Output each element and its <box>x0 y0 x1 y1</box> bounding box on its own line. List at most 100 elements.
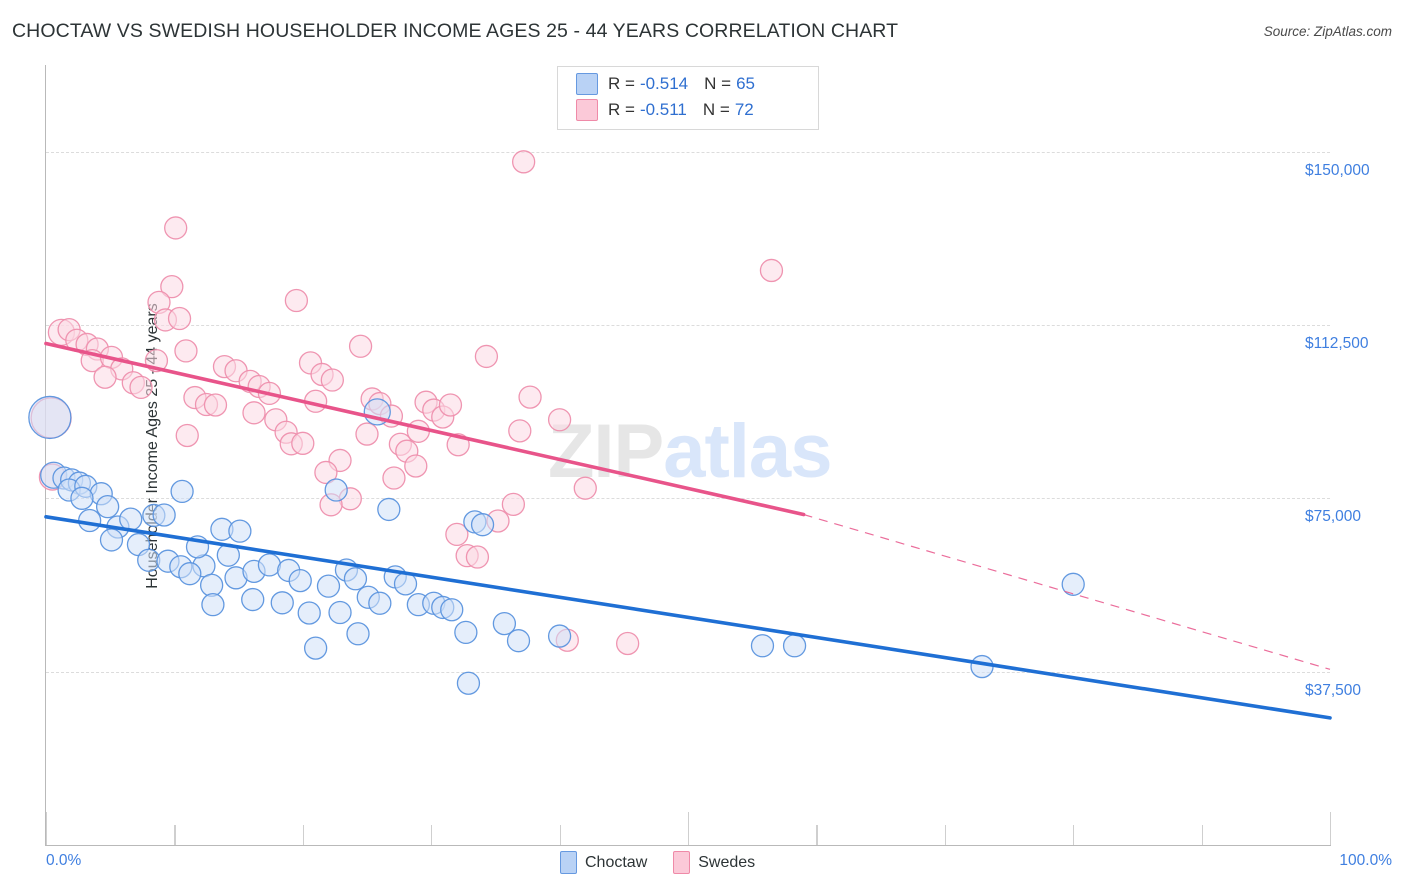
data-point <box>185 535 210 559</box>
data-point <box>303 389 328 413</box>
data-point <box>518 385 542 409</box>
data-point <box>80 348 104 373</box>
series-legend-item-choctaw[interactable]: Choctaw <box>560 851 647 874</box>
data-point <box>284 288 309 313</box>
y-axis-line <box>45 65 47 846</box>
data-point <box>431 405 455 429</box>
data-point <box>89 482 113 506</box>
data-point <box>242 559 266 584</box>
gridline <box>46 498 1330 500</box>
data-point <box>454 620 478 645</box>
data-point <box>238 369 262 394</box>
swedes-r-value: -0.511 <box>639 100 687 119</box>
y-tick-label: $37,500 <box>1305 681 1362 699</box>
data-point <box>247 374 271 399</box>
data-point <box>242 401 266 425</box>
data-point <box>52 466 76 490</box>
choctaw-swatch-icon <box>576 73 598 95</box>
data-point <box>446 433 470 457</box>
page-title: CHOCTAW VS SWEDISH HOUSEHOLDER INCOME AG… <box>12 20 899 42</box>
data-point <box>314 460 338 485</box>
swedes-legend-swatch-icon <box>673 851 691 874</box>
y-axis-title: Householder Income Ages 25 - 44 years <box>143 303 161 589</box>
x-tick-mark <box>46 812 48 845</box>
data-point <box>422 398 446 422</box>
data-point <box>216 543 240 567</box>
swedes-legend-label: Swedes <box>698 853 756 871</box>
x-tick-mark <box>431 825 433 845</box>
data-point <box>414 390 438 414</box>
data-point <box>470 513 495 537</box>
data-point <box>759 258 784 283</box>
data-point <box>319 493 343 517</box>
data-point <box>355 422 379 446</box>
data-point <box>279 432 303 456</box>
data-point <box>167 306 192 331</box>
data-point <box>406 419 431 443</box>
data-point <box>210 517 234 541</box>
data-point <box>316 574 341 598</box>
data-point <box>93 365 117 389</box>
data-point <box>465 545 490 569</box>
stats-legend-row-swedes: R = -0.511 N = 72 <box>576 97 754 123</box>
data-point <box>368 591 392 615</box>
zipatlas-watermark: ZIPatlas <box>548 408 832 495</box>
data-point <box>241 587 265 612</box>
data-point <box>750 634 775 658</box>
data-point <box>264 408 288 432</box>
data-point <box>228 519 252 543</box>
data-point <box>422 591 446 615</box>
data-point <box>164 216 188 240</box>
data-point <box>110 357 134 381</box>
choctaw-r-key: R = <box>608 74 635 93</box>
data-point <box>257 381 282 406</box>
data-point <box>363 398 391 426</box>
x-tick-mark <box>688 812 690 845</box>
data-point <box>393 572 418 596</box>
series-legend-item-swedes[interactable]: Swedes <box>673 851 755 874</box>
data-point <box>65 328 89 352</box>
y-tick-label: $112,500 <box>1305 335 1369 352</box>
data-point <box>431 595 455 620</box>
data-point <box>57 317 81 342</box>
x-tick-mark <box>1201 825 1203 845</box>
data-point <box>404 454 428 478</box>
data-point <box>377 497 401 522</box>
data-point <box>297 601 321 625</box>
trendline-extrapolated-swedes <box>803 513 1331 670</box>
data-point <box>203 393 228 417</box>
data-point <box>356 585 380 609</box>
data-point <box>60 468 84 492</box>
data-point <box>456 671 481 695</box>
x-tick-mark <box>816 825 818 845</box>
data-point <box>406 592 431 617</box>
data-point <box>75 332 99 357</box>
data-point <box>298 351 323 375</box>
data-point <box>379 404 404 428</box>
data-point <box>85 337 110 361</box>
x-axis-line <box>45 845 1331 847</box>
data-point <box>547 408 572 432</box>
data-point <box>160 274 184 299</box>
x-tick-mark <box>174 825 176 845</box>
data-point <box>445 522 469 547</box>
x-tick-mark <box>559 825 561 845</box>
data-point <box>257 553 282 577</box>
choctaw-n-key: N = <box>704 74 732 93</box>
data-point <box>99 528 124 552</box>
data-point <box>547 624 572 648</box>
data-point <box>501 492 526 516</box>
data-point <box>573 476 597 500</box>
data-point <box>28 395 72 440</box>
data-point <box>616 631 640 656</box>
data-point <box>328 448 352 473</box>
data-point <box>334 558 359 582</box>
data-point <box>368 391 392 416</box>
data-point <box>782 634 807 658</box>
watermark-zip: ZIP <box>548 409 664 494</box>
data-point <box>194 392 219 417</box>
stats-legend-row-choctaw: R = -0.514 N = 65 <box>576 71 755 97</box>
data-point <box>328 600 352 625</box>
data-point <box>67 471 92 495</box>
data-point <box>38 463 67 491</box>
